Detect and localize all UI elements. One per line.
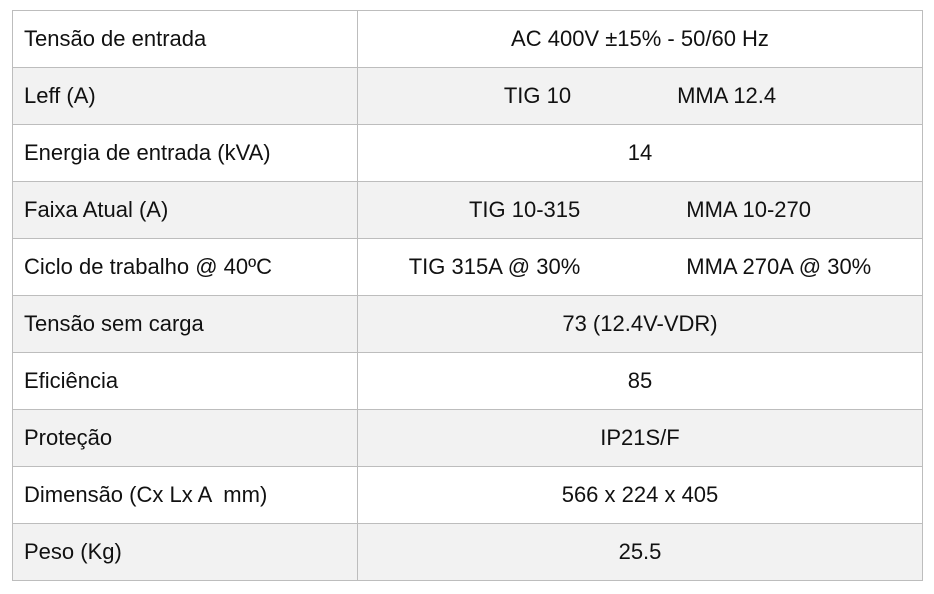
row-label: Faixa Atual (A)	[12, 181, 358, 239]
row-label: Tensão de entrada	[12, 10, 358, 68]
table-row: Proteção IP21S/F	[12, 409, 923, 467]
table-row: Eficiência 85	[12, 352, 923, 410]
table-row: Faixa Atual (A) TIG 10-315 MMA 10-270	[12, 181, 923, 239]
row-label: Peso (Kg)	[12, 523, 358, 581]
row-value-cell: IP21S/F	[357, 409, 923, 467]
row-value: 14	[627, 140, 653, 165]
row-value-cell: 25.5	[357, 523, 923, 581]
row-value: MMA 12.4	[677, 83, 777, 108]
table-row: Tensão sem carga 73 (12.4V-VDR)	[12, 295, 923, 353]
table-row: Dimensão (Cx Lx A mm) 566 x 224 x 405	[12, 466, 923, 524]
table-row: Energia de entrada (kVA) 14	[12, 124, 923, 182]
row-value-cell: TIG 315A @ 30% MMA 270A @ 30%	[357, 238, 923, 296]
table-row: Peso (Kg) 25.5	[12, 523, 923, 581]
row-label: Proteção	[12, 409, 358, 467]
row-value: 73 (12.4V-VDR)	[562, 311, 718, 336]
row-label: Ciclo de trabalho @ 40ºC	[12, 238, 358, 296]
row-value: TIG 10-315	[468, 197, 581, 222]
table-row: Leff (A) TIG 10 MMA 12.4	[12, 67, 923, 125]
row-label: Leff (A)	[12, 67, 358, 125]
value-pair: TIG 10-315 MMA 10-270	[358, 197, 922, 223]
row-label: Dimensão (Cx Lx A mm)	[12, 466, 358, 524]
row-label: Tensão sem carga	[12, 295, 358, 353]
row-value-cell: TIG 10-315 MMA 10-270	[357, 181, 923, 239]
row-value-cell: 14	[357, 124, 923, 182]
row-value: 85	[627, 368, 653, 393]
row-value-cell: 73 (12.4V-VDR)	[357, 295, 923, 353]
row-value: 566 x 224 x 405	[561, 482, 719, 507]
row-value: AC 400V ±15% - 50/60 Hz	[511, 26, 769, 51]
row-label: Energia de entrada (kVA)	[12, 124, 358, 182]
table-row: Ciclo de trabalho @ 40ºC TIG 315A @ 30% MM…	[12, 238, 923, 296]
row-value: TIG 315A @ 30%	[408, 254, 581, 279]
value-pair: TIG 10 MMA 12.4	[358, 83, 922, 109]
value-pair: TIG 315A @ 30% MMA 270A @ 30%	[358, 254, 922, 280]
row-value-cell: AC 400V ±15% - 50/60 Hz	[357, 10, 923, 68]
row-value: IP21S/F	[600, 425, 680, 450]
row-value-cell: 566 x 224 x 405	[357, 466, 923, 524]
spec-table: Tensão de entrada AC 400V ±15% - 50/60 Hz…	[12, 10, 923, 581]
row-value: TIG 10	[503, 83, 572, 108]
row-label: Eficiência	[12, 352, 358, 410]
row-value: 25.5	[618, 539, 662, 564]
row-value-cell: TIG 10 MMA 12.4	[357, 67, 923, 125]
row-value: MMA 10-270	[686, 197, 811, 222]
table-row: Tensão de entrada AC 400V ±15% - 50/60 Hz	[12, 10, 923, 68]
row-value: MMA 270A @ 30%	[686, 254, 872, 279]
row-value-cell: 85	[357, 352, 923, 410]
